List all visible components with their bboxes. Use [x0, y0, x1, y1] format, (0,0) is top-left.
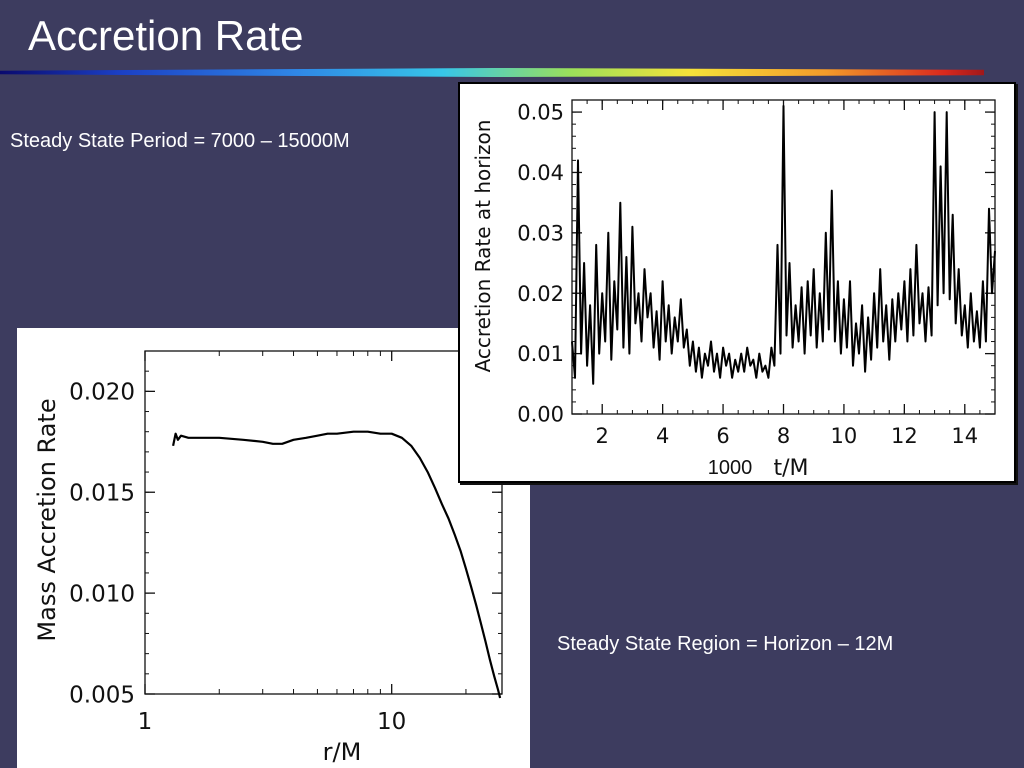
- y-tick-label: 0.05: [517, 101, 564, 125]
- x-tick-label: 10: [831, 424, 858, 448]
- horizon-accretion-rate-chart: 2 4 6 8 10 12 14 0.00 0.01 0.02 0.03 0.04 0.05 Accre…: [471, 99, 996, 481]
- mass-accretion-rate-chart: 1 10 0.005 0.010 0.015 0.020 Mass Accretion R…: [33, 350, 503, 766]
- y-tick-label: 0.010: [69, 581, 135, 607]
- y-tick-label: 0.03: [517, 221, 564, 245]
- y-tick-label: 0.005: [69, 682, 135, 708]
- horizon-accretion-chart-panel: 2 4 6 8 10 12 14 0.00 0.01 0.02 0.03 0.04 0.05 Accre…: [458, 82, 1016, 483]
- y-tick-label: 0.015: [69, 481, 135, 507]
- plot-frame: [144, 350, 503, 695]
- y-axis-label: Accretion Rate at horizon: [471, 120, 495, 373]
- mass-accretion-chart-panel: 1 10 0.005 0.010 0.015 0.020 Mass Accretion R…: [17, 328, 530, 768]
- slide-title: Accretion Rate: [28, 12, 304, 59]
- x-tick-label: 6: [716, 424, 729, 448]
- x-tick-label: 10: [377, 709, 406, 735]
- x-tick-label: 2: [596, 424, 609, 448]
- x-tick-label: 8: [777, 424, 790, 448]
- x-axis-multiplier-label: 1000: [708, 457, 753, 479]
- x-axis-label: r/M: [323, 738, 362, 766]
- steady-state-period-note: Steady State Period = 7000 – 15000M: [10, 130, 350, 152]
- x-axis-label: t/M: [773, 456, 808, 481]
- data-series-line: [571, 105, 996, 385]
- y-tick-label: 0.020: [69, 380, 135, 406]
- data-series-line: [172, 430, 502, 699]
- y-tick-label: 0.01: [517, 342, 564, 366]
- title-divider: [0, 68, 984, 77]
- y-axis-label: Mass Accretion Rate: [33, 398, 61, 641]
- y-tick-label: 0.04: [517, 161, 564, 185]
- x-tick-label: 4: [656, 424, 669, 448]
- y-tick-label: 0.02: [517, 282, 564, 306]
- x-tick-label: 1: [138, 709, 153, 735]
- y-tick-label: 0.00: [517, 403, 564, 427]
- steady-state-region-note: Steady State Region = Horizon – 12M: [557, 633, 894, 655]
- x-tick-label: 14: [951, 424, 978, 448]
- x-tick-label: 12: [891, 424, 918, 448]
